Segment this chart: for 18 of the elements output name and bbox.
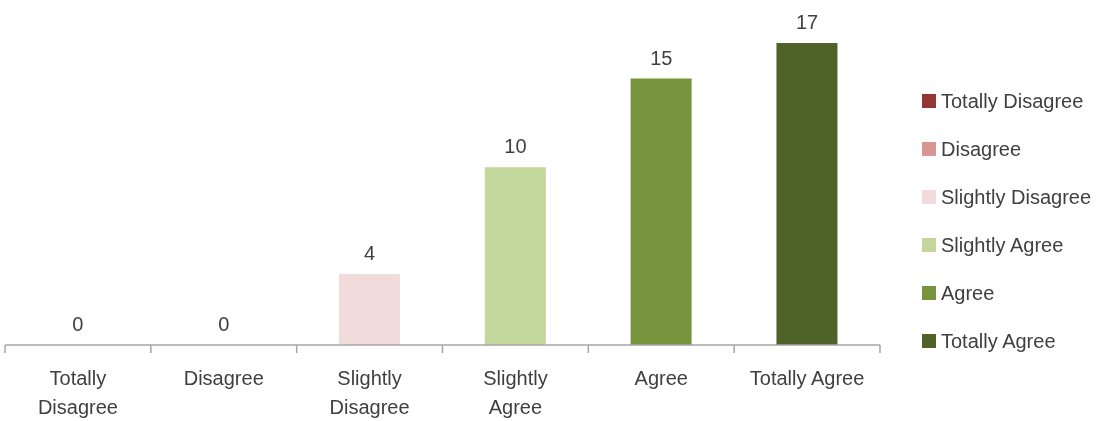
x-tick-label: Disagree [183,367,264,389]
data-label: 10 [504,135,527,158]
data-label: 15 [650,46,673,69]
data-label: 4 [364,241,376,264]
data-label: 0 [218,313,230,335]
legend-label: Slightly Agree [941,233,1064,257]
x-tick-label: Totally Disagree [37,367,118,418]
legend-label: Slightly Disagree [941,185,1092,209]
data-label: 0 [72,313,84,335]
legend-label: Disagree [941,137,1022,161]
x-tick-label: Totally Agree [749,367,865,389]
x-tick-label: Slightly Agree [483,367,548,418]
legend-label: Agree [941,281,995,305]
x-tick-label: Agree [634,367,688,389]
legend-label: Totally Disagree [941,89,1084,113]
x-tick-label: Slightly Disagree [329,367,410,418]
data-label: 17 [795,11,819,33]
legend-label: Totally Agree [941,329,1056,353]
